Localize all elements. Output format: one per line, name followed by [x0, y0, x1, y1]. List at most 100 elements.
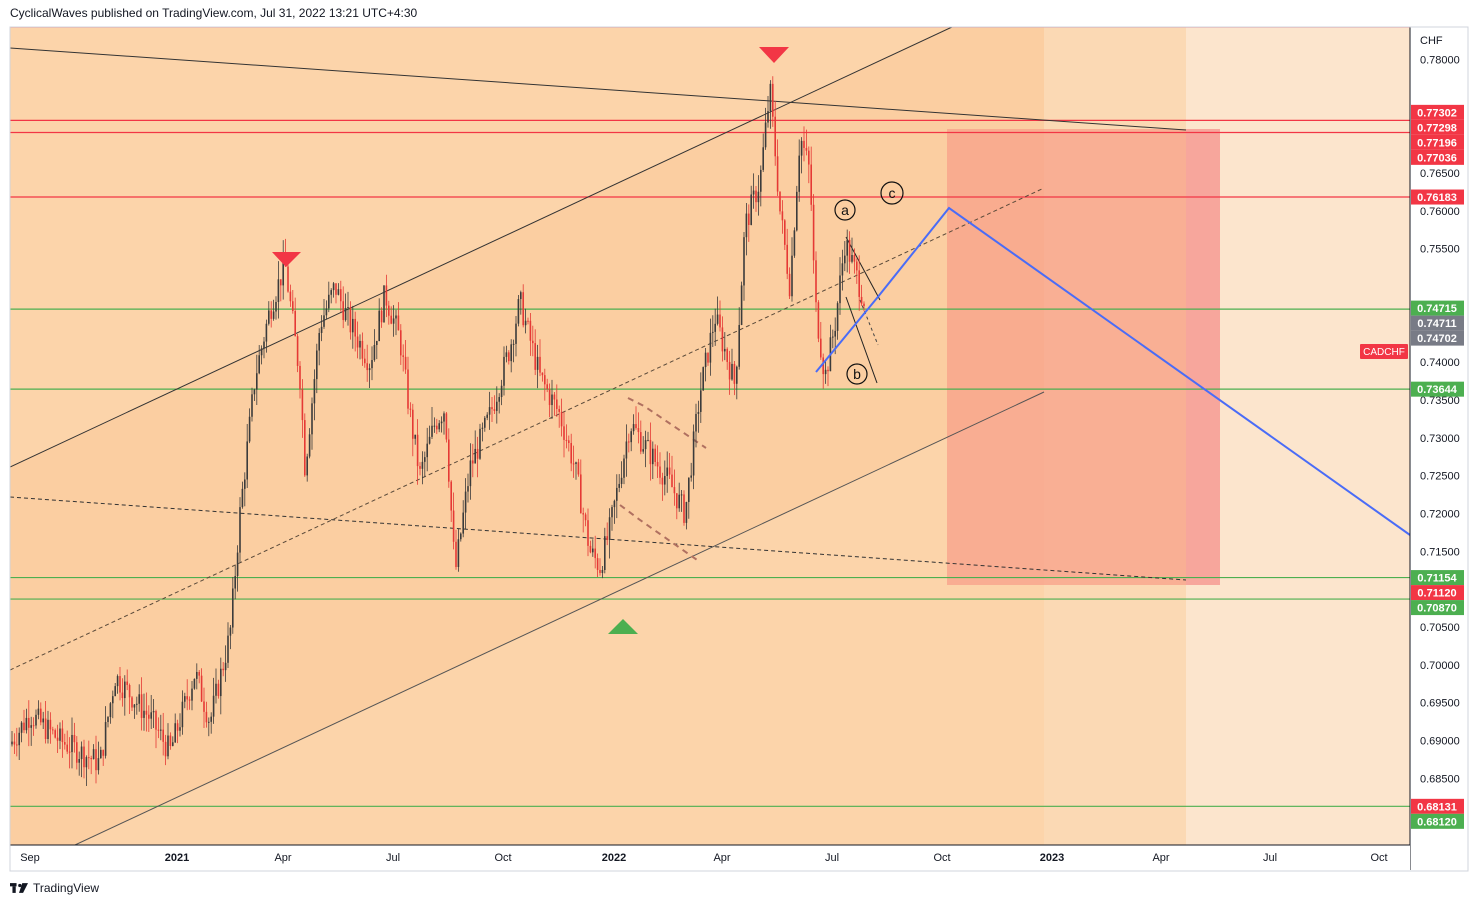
candle-body [527, 320, 529, 322]
candle-body [534, 343, 536, 370]
candle-body [572, 463, 575, 465]
candle-body [287, 266, 289, 292]
candle-body [424, 457, 426, 462]
candle-body [71, 734, 73, 753]
candle-body [580, 474, 582, 514]
candle-body [361, 340, 364, 359]
candle-body [258, 355, 260, 374]
candle-body [25, 717, 28, 731]
candle-body [200, 675, 203, 702]
price-label-text: 0.76183 [1417, 192, 1457, 204]
candle-body [289, 291, 292, 302]
candle-body [503, 356, 505, 386]
x-tick-label: Apr [713, 852, 730, 864]
candle-body [340, 289, 342, 302]
candle-body [40, 708, 42, 723]
price-label-text: 0.77036 [1417, 152, 1457, 164]
candle-body [846, 239, 848, 256]
candle-body [47, 719, 49, 739]
svg-text:a: a [841, 202, 849, 218]
candle-body [205, 711, 208, 723]
candle-body [371, 360, 373, 369]
candle-body [613, 500, 616, 508]
price-label-text: 0.77302 [1417, 107, 1457, 119]
candle-body [352, 318, 354, 333]
candle-body [474, 448, 476, 464]
candle-body [438, 423, 440, 430]
candle-body [755, 190, 757, 203]
candle-body [714, 323, 716, 332]
price-label: 0.76183 [1411, 189, 1464, 205]
candle-body [313, 379, 316, 404]
candle-body [700, 390, 702, 412]
candle-body [92, 749, 95, 760]
x-tick-label: Apr [1152, 852, 1169, 864]
footer: TradingView [10, 881, 99, 895]
candle-body [414, 434, 416, 439]
candle-body [654, 448, 656, 462]
candle-body [584, 514, 587, 521]
projection-path [815, 206, 1410, 536]
candle-body [618, 483, 620, 488]
price-label-text: 0.74711 [1417, 318, 1456, 330]
trend-drawings [10, 27, 1187, 845]
candle-body [726, 348, 728, 362]
candle-body [277, 279, 280, 302]
candle-body [460, 533, 462, 540]
candle-body [299, 365, 301, 390]
x-tick-label: 2023 [1040, 852, 1064, 864]
price-axis[interactable]: CHF 0.780000.765000.760000.755000.745000… [1409, 27, 1468, 870]
candle-body [536, 356, 539, 370]
target-zone [947, 129, 1220, 585]
candle-body [707, 352, 709, 363]
candle-body [544, 375, 546, 385]
candle-body [155, 711, 157, 730]
candle-body [640, 432, 642, 452]
candle-body [496, 401, 498, 411]
candle-body [721, 327, 724, 352]
x-tick-label: 2022 [602, 852, 626, 864]
candle-body [49, 719, 52, 730]
candle-body [529, 320, 532, 341]
candle-body [95, 749, 97, 771]
candle-body [227, 635, 229, 663]
price-label-text: 0.73644 [1417, 384, 1458, 396]
candle-body [779, 191, 781, 212]
target-zone-edge [1186, 129, 1220, 585]
candle-body [145, 710, 148, 715]
candle-body [443, 413, 445, 422]
channel-mid-line [10, 187, 1045, 671]
svg-text:CADCHF: CADCHF [1363, 347, 1405, 358]
candle-body [822, 357, 824, 375]
flag-pattern-lower [619, 504, 701, 563]
candle-body [270, 310, 272, 319]
candle-body [320, 326, 323, 333]
price-label-text: 0.71154 [1417, 573, 1457, 585]
candle-body [30, 725, 32, 728]
candle-body [839, 275, 841, 304]
candle-body [263, 341, 265, 349]
candle-body [316, 350, 318, 380]
candle-body [743, 237, 745, 286]
candle-body [486, 414, 488, 418]
candle-body [563, 426, 565, 440]
candle-body [64, 742, 66, 745]
candle-body [426, 443, 428, 458]
time-axis[interactable]: Sep 2021 Apr Jul Oct 2022 Apr Jul Oct 2023 Apr Jul O… [10, 844, 1410, 871]
price-label-text: 0.70870 [1417, 603, 1457, 615]
wave-label-c: c [880, 181, 904, 205]
candle-body [719, 314, 721, 328]
candle-body [292, 301, 294, 311]
candle-body [428, 436, 431, 444]
y-tick-label: 0.71500 [1420, 546, 1460, 558]
candle-body [88, 757, 90, 759]
candle-body [160, 729, 162, 731]
candle-body [820, 338, 822, 358]
candle-body [354, 318, 356, 337]
wedge-lower-line [845, 296, 878, 384]
candle-body [539, 356, 541, 373]
candle-body [138, 694, 140, 704]
candle-body [433, 425, 436, 427]
candle-body [781, 211, 784, 221]
